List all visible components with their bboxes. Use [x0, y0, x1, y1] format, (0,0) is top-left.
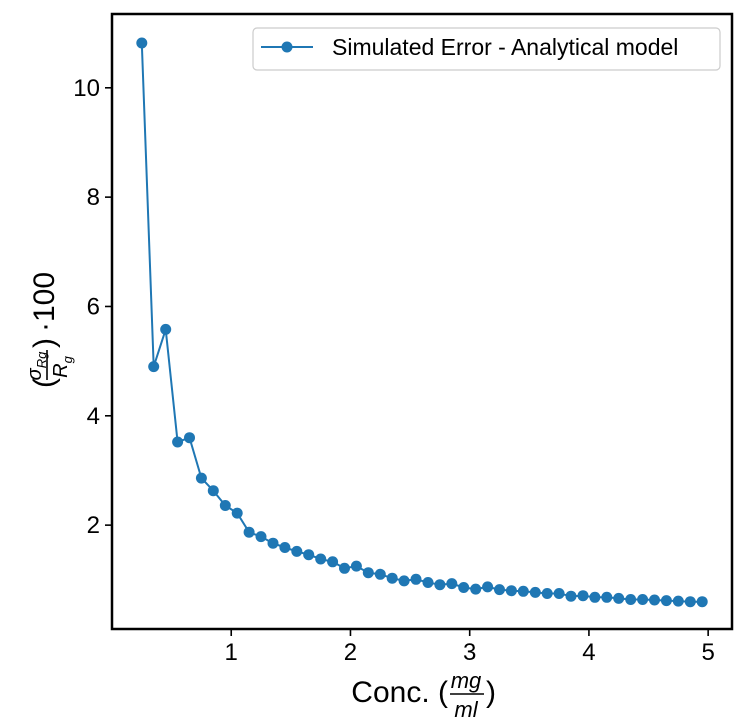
series-layer [136, 37, 708, 608]
plot-background [112, 14, 732, 629]
x-tick-label: 3 [463, 639, 476, 666]
y-tick-label: 2 [87, 512, 100, 539]
x-axis-ticks: 1 2 3 4 5 [225, 629, 715, 666]
data-point [195, 472, 207, 484]
data-point [184, 432, 195, 444]
legend-marker-swatch [281, 41, 293, 53]
data-point [565, 590, 577, 602]
data-point [410, 573, 422, 585]
data-point [660, 595, 672, 607]
data-point [517, 585, 529, 597]
y-axis-label-close-paren: ) [28, 338, 61, 348]
data-point [350, 560, 362, 572]
x-axis-label-prefix: Conc. ( [351, 676, 448, 709]
data-point [243, 526, 255, 538]
plot-frame [110, 12, 734, 631]
data-point [541, 588, 553, 599]
y-tick-label: 6 [87, 293, 100, 320]
y-axis-label-numerator: σRg [24, 351, 49, 380]
data-point [553, 588, 565, 599]
legend-box [252, 27, 721, 71]
legend: Simulated Error - Analytical model [252, 27, 721, 71]
data-point [386, 572, 398, 584]
data-point [422, 577, 434, 588]
x-axis-label-suffix: ) [486, 676, 496, 709]
y-axis-ticks: 2 4 6 8 10 [73, 75, 112, 539]
data-point [494, 584, 505, 596]
data-point [458, 582, 470, 593]
data-point [303, 549, 315, 561]
data-point [339, 562, 350, 574]
data-point [696, 596, 708, 608]
data-point [315, 553, 327, 565]
data-point [207, 485, 219, 497]
x-axis-label-denominator: ml [454, 697, 478, 722]
data-point [672, 595, 684, 607]
data-point [470, 583, 482, 595]
data-point [291, 545, 303, 557]
y-tick-label: 4 [87, 403, 100, 430]
data-point [613, 592, 625, 604]
data-point [362, 567, 374, 579]
data-point [327, 556, 339, 568]
x-tick-label: 5 [701, 639, 714, 666]
data-point [482, 581, 494, 593]
data-point [434, 579, 446, 591]
y-axis-label: ( σRg Rg ) ·100 [24, 272, 75, 388]
data-point [148, 361, 160, 373]
data-point [601, 591, 613, 603]
data-point [267, 537, 279, 549]
data-point [649, 594, 660, 606]
x-tick-label: 1 [225, 639, 238, 666]
y-axis-label-open-paren: ( [28, 378, 61, 388]
data-point [374, 568, 386, 580]
x-axis-label: Conc. ( mg ml ) [351, 668, 496, 722]
y-axis-label-denominator: Rg [50, 355, 75, 377]
data-point [625, 594, 637, 605]
y-axis-label-suffix: ·100 [28, 272, 61, 332]
data-point [172, 436, 184, 448]
x-tick-label: 4 [582, 639, 595, 666]
data-point [577, 590, 589, 602]
x-tick-label: 2 [344, 639, 357, 666]
data-point [505, 585, 517, 597]
data-point [231, 507, 243, 519]
data-point [398, 575, 410, 587]
y-tick-label: 10 [73, 75, 100, 102]
data-point [684, 596, 696, 608]
data-point [160, 323, 172, 335]
x-axis-label-numerator: mg [451, 668, 482, 693]
data-point [589, 591, 601, 603]
data-point [136, 37, 148, 49]
legend-label: Simulated Error - Analytical model [332, 34, 678, 60]
data-point [637, 594, 649, 605]
data-point [446, 578, 458, 590]
data-point [529, 586, 541, 598]
data-point [279, 542, 291, 553]
data-point [219, 500, 231, 511]
y-tick-label: 8 [87, 184, 100, 211]
data-point [255, 531, 267, 543]
